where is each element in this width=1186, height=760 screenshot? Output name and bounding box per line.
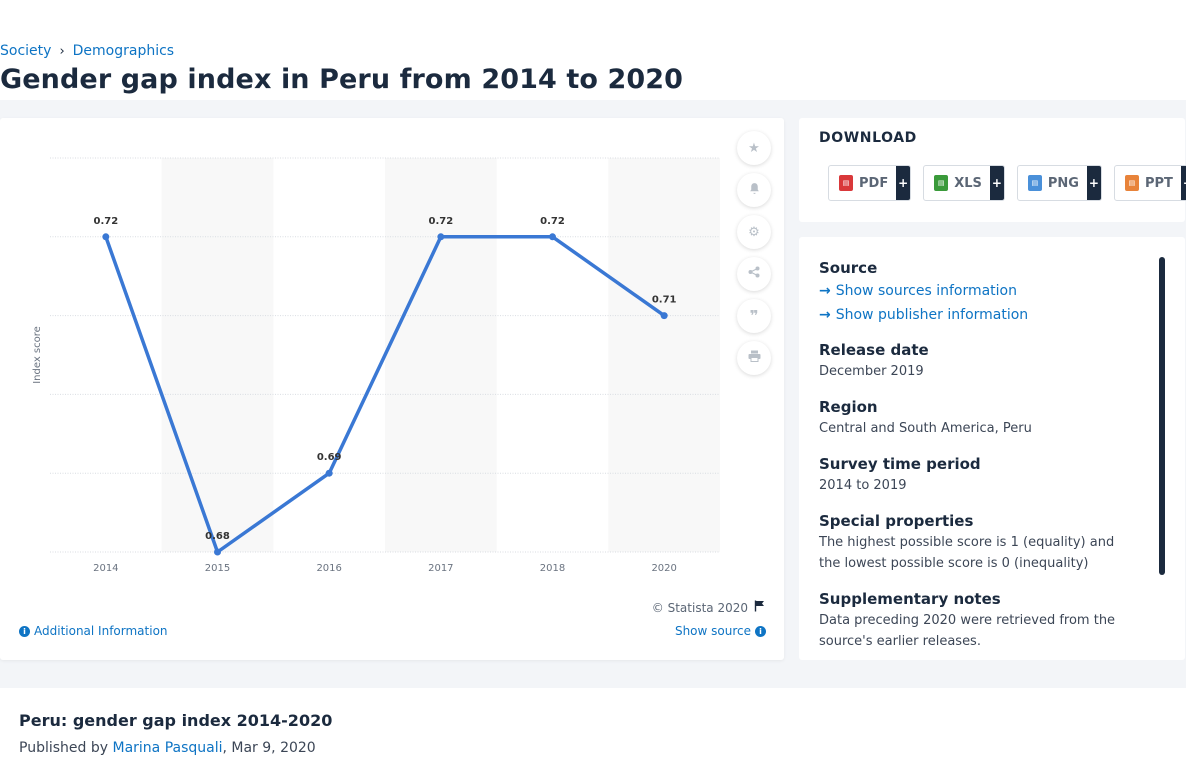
x-tick-label: 2017 [428, 563, 453, 574]
download-card: DOWNLOAD ▤ PDF + ▤ XLS + ▤ PNG + ▤ PPT + [799, 118, 1186, 222]
supplementary-notes-heading: Supplementary notes [819, 590, 1001, 608]
data-point [102, 233, 110, 241]
special-properties-heading: Special properties [819, 512, 974, 530]
download-pdf-label: PDF [859, 175, 889, 191]
y-axis-label: Index score [32, 326, 43, 384]
copyright-text: © Statista 2020 [651, 600, 748, 615]
plus-icon: + [1086, 166, 1101, 200]
x-tick-label: 2014 [93, 563, 118, 574]
x-tick-label: 2015 [205, 563, 230, 574]
data-point [325, 469, 333, 477]
statistic-title: Peru: gender gap index 2014-2020 [19, 711, 333, 730]
download-xls-label: XLS [954, 175, 982, 191]
data-label: 0.71 [652, 295, 677, 306]
download-png-label: PNG [1047, 175, 1079, 191]
region-value: Central and South America, Peru [819, 421, 1032, 436]
quote-icon: ❞ [749, 307, 759, 325]
ppt-file-icon: ▤ [1124, 175, 1139, 191]
breadcrumb: Society › Demographics [0, 43, 174, 59]
share-icon [748, 266, 760, 282]
arrow-right-icon: → [819, 283, 831, 299]
statistic-info-card: Source → Show sources information → Show… [799, 237, 1185, 660]
png-file-icon: ▤ [1027, 175, 1042, 191]
download-title: DOWNLOAD [819, 130, 917, 146]
info-icon: i [19, 625, 30, 637]
show-publisher-label: Show publisher information [835, 307, 1029, 323]
survey-period-value: 2014 to 2019 [819, 478, 907, 493]
x-tick-label: 2020 [651, 563, 676, 574]
show-source-label: Show source [674, 624, 751, 638]
share-button[interactable] [737, 257, 771, 291]
additional-information-link[interactable]: i Additional Information [19, 624, 168, 638]
notification-button[interactable] [737, 173, 771, 207]
line-chart: Index score 0.72 2014 0.68 2015 0.69 2016 0.72 2… [32, 157, 720, 574]
band [385, 158, 497, 552]
statistic-footer: Peru: gender gap index 2014-2020 Publish… [0, 688, 1186, 760]
print-icon [748, 350, 761, 366]
x-tick-label: 2016 [316, 563, 341, 574]
plus-icon: + [989, 166, 1004, 200]
additional-information-label: Additional Information [34, 624, 168, 638]
x-tick-label: 2018 [540, 563, 565, 574]
bell-icon [748, 182, 761, 199]
download-buttons: ▤ PDF + ▤ XLS + ▤ PNG + ▤ PPT + [828, 165, 1186, 201]
author-link[interactable]: Marina Pasquali [112, 740, 223, 756]
info-icon: i [755, 625, 766, 637]
info-content: Source → Show sources information → Show… [819, 259, 1139, 660]
breadcrumb-separator: › [59, 43, 65, 59]
pdf-file-icon: ▤ [839, 175, 853, 191]
release-date-heading: Release date [819, 341, 929, 359]
show-publisher-link[interactable]: → Show publisher information [819, 303, 1139, 327]
chart-card: Index score 0.72 2014 0.68 2015 0.69 2016 0.72 2… [0, 118, 784, 660]
chart-toolbar: ★ ⚙ ❞ [737, 131, 771, 375]
favorite-button[interactable]: ★ [737, 131, 771, 165]
published-date: , Mar 9, 2020 [222, 740, 316, 756]
data-label: 0.72 [93, 216, 118, 227]
cite-button[interactable]: ❞ [737, 299, 771, 333]
show-sources-link[interactable]: → Show sources information [819, 279, 1139, 303]
data-point [660, 312, 668, 320]
band [161, 158, 274, 552]
series-line [104, 235, 666, 554]
supplementary-notes-value: Data preceding 2020 were retrieved from … [819, 613, 1116, 649]
arrow-right-icon: → [819, 307, 831, 323]
data-label: 0.72 [428, 216, 453, 227]
survey-period-heading: Survey time period [819, 455, 981, 473]
plus-icon: + [896, 166, 911, 200]
download-xls-button[interactable]: ▤ XLS + [923, 165, 1005, 201]
breadcrumb-society[interactable]: Society [0, 43, 52, 59]
region-heading: Region [819, 398, 878, 416]
data-point [437, 233, 445, 241]
plus-icon: + [1180, 166, 1186, 200]
published-by-label: Published by [19, 740, 109, 756]
xls-file-icon: ▤ [934, 175, 949, 191]
star-icon: ★ [748, 140, 760, 156]
special-properties-value: The highest possible score is 1 (equalit… [819, 535, 1115, 571]
copyright: © Statista 2020 [652, 600, 766, 615]
breadcrumb-demographics[interactable]: Demographics [72, 43, 175, 59]
source-heading: Source [819, 259, 878, 277]
download-ppt-label: PPT [1144, 175, 1173, 191]
info-scrollbar[interactable] [1159, 257, 1165, 575]
gear-icon: ⚙ [748, 224, 760, 240]
flag-icon[interactable] [754, 600, 766, 615]
page-title: Gender gap index in Peru from 2014 to 20… [0, 64, 684, 95]
show-source-link[interactable]: Show source i [675, 624, 766, 638]
band [608, 158, 720, 552]
header-strip [0, 0, 1186, 100]
published-by: Published by Marina Pasquali, Mar 9, 202… [19, 740, 316, 756]
release-date-value: December 2019 [819, 364, 924, 379]
data-label: 0.68 [205, 531, 230, 542]
data-label: 0.72 [540, 216, 565, 227]
data-point [549, 233, 556, 241]
settings-button[interactable]: ⚙ [737, 215, 771, 249]
show-sources-label: Show sources information [835, 283, 1017, 299]
print-button[interactable] [737, 341, 771, 375]
download-png-button[interactable]: ▤ PNG + [1016, 165, 1102, 201]
data-label: 0.69 [317, 452, 342, 463]
download-ppt-button[interactable]: ▤ PPT + [1113, 165, 1186, 201]
download-pdf-button[interactable]: ▤ PDF + [828, 165, 912, 201]
data-point [214, 548, 221, 556]
